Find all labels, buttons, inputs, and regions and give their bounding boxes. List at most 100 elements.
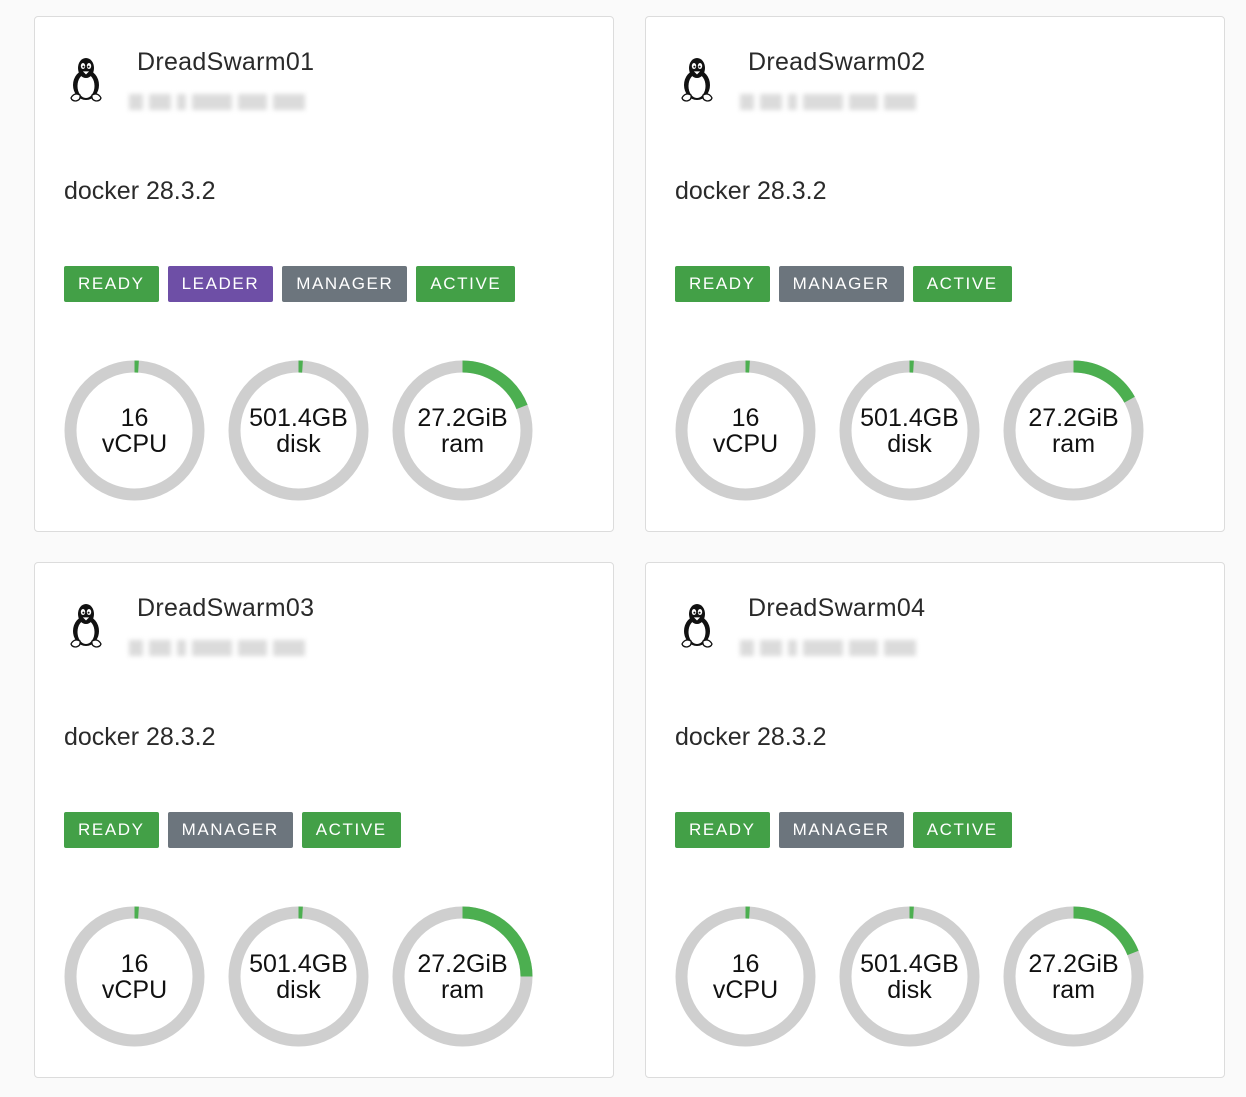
ram-gauge: 27.2GiB ram [390,358,535,503]
gauge-value: 501.4GB [249,403,348,432]
gauge-ring [228,906,369,1047]
gauge-unit: ram [1051,429,1096,458]
gauge-unit: ram [440,975,485,1004]
gauge-value: 27.2GiB [417,949,508,978]
status-badges: READY MANAGER ACTIVE [675,266,1012,302]
gauge-unit: ram [1051,975,1096,1004]
gauge-usage-arc [392,360,533,501]
gauge-value: 501.4GB [249,949,348,978]
node-hostname: DreadSwarm02 [748,48,926,76]
engine-version: docker 28.3.2 [64,177,216,205]
node-address-redacted [129,92,305,112]
gauge-value: 16 [731,403,760,432]
manager-badge: MANAGER [282,266,408,302]
resource-gauges: 16 vCPU 501.4GB disk 27.2GiB ram [673,358,1146,503]
gauge-label: 27.2GiB ram [1001,358,1146,503]
node-hostname: DreadSwarm01 [137,48,315,76]
manager-badge: MANAGER [778,266,904,302]
linux-tux-icon [681,604,713,648]
node-address-redacted [740,92,916,112]
gauge-label: 501.4GB disk [226,904,371,1049]
node-card-1[interactable]: DreadSwarm01 docker 28.3.2 READY LEADER MA… [34,16,614,532]
gauge-ring [675,360,816,501]
status-badges: READY MANAGER ACTIVE [675,812,1012,848]
vcpu-gauge: 16 vCPU [62,358,207,503]
ready-badge: READY [675,812,770,848]
node-grid: DreadSwarm01 docker 28.3.2 READY LEADER MA… [34,16,1226,1078]
ready-badge: READY [675,266,770,302]
resource-gauges: 16 vCPU 501.4GB disk 27.2GiB ram [673,904,1146,1049]
gauge-ring [64,906,205,1047]
disk-gauge: 501.4GB disk [837,358,982,503]
vcpu-gauge: 16 vCPU [673,904,818,1049]
disk-gauge: 501.4GB disk [226,358,371,503]
gauge-value: 16 [731,949,760,978]
vcpu-gauge: 16 vCPU [62,904,207,1049]
active-badge: ACTIVE [301,812,401,848]
node-card-2[interactable]: DreadSwarm02 docker 28.3.2 READY MANAGER A… [645,16,1225,532]
gauge-label: 501.4GB disk [837,904,982,1049]
gauge-unit: disk [276,975,321,1004]
ram-gauge: 27.2GiB ram [1001,358,1146,503]
active-badge: ACTIVE [416,266,516,302]
gauge-value: 501.4GB [860,949,959,978]
gauge-unit: disk [887,975,932,1004]
gauge-unit: vCPU [101,975,168,1004]
gauge-unit: vCPU [101,429,168,458]
gauge-label: 16 vCPU [673,358,818,503]
gauge-usage-arc [1003,360,1144,501]
gauge-ring [64,360,205,501]
gauge-unit: vCPU [712,429,779,458]
gauge-value: 16 [120,403,149,432]
gauge-usage-arc [228,906,369,1047]
gauge-value: 501.4GB [860,403,959,432]
disk-gauge: 501.4GB disk [226,904,371,1049]
manager-badge: MANAGER [167,812,293,848]
node-card-3[interactable]: DreadSwarm03 docker 28.3.2 READY MANAGER A… [34,562,614,1078]
gauge-label: 16 vCPU [62,904,207,1049]
gauge-label: 16 vCPU [673,904,818,1049]
gauge-ring [839,906,980,1047]
gauge-unit: ram [440,429,485,458]
gauge-label: 16 vCPU [62,358,207,503]
gauge-value: 27.2GiB [1028,949,1119,978]
engine-version: docker 28.3.2 [675,723,827,751]
node-hostname: DreadSwarm03 [137,594,315,622]
node-address-redacted [129,638,305,658]
gauge-label: 27.2GiB ram [390,904,535,1049]
gauge-value: 27.2GiB [417,403,508,432]
resource-gauges: 16 vCPU 501.4GB disk 27.2GiB ram [62,904,535,1049]
gauge-unit: disk [276,429,321,458]
active-badge: ACTIVE [912,266,1012,302]
gauge-ring [392,906,533,1047]
gauge-usage-arc [675,906,816,1047]
status-badges: READY LEADER MANAGER ACTIVE [64,266,516,302]
gauge-usage-arc [675,360,816,501]
manager-badge: MANAGER [778,812,904,848]
gauge-ring [392,360,533,501]
gauge-usage-arc [228,360,369,501]
linux-tux-icon [681,58,713,102]
gauge-unit: vCPU [712,975,779,1004]
status-badges: READY MANAGER ACTIVE [64,812,401,848]
gauge-label: 27.2GiB ram [1001,904,1146,1049]
engine-version: docker 28.3.2 [675,177,827,205]
gauge-ring [228,360,369,501]
ready-badge: READY [64,266,159,302]
disk-gauge: 501.4GB disk [837,904,982,1049]
vcpu-gauge: 16 vCPU [673,358,818,503]
resource-gauges: 16 vCPU 501.4GB disk 27.2GiB ram [62,358,535,503]
node-card-4[interactable]: DreadSwarm04 docker 28.3.2 READY MANAGER A… [645,562,1225,1078]
gauge-usage-arc [1003,906,1144,1047]
gauge-unit: disk [887,429,932,458]
active-badge: ACTIVE [912,812,1012,848]
linux-tux-icon [70,604,102,648]
node-hostname: DreadSwarm04 [748,594,926,622]
gauge-usage-arc [64,360,205,501]
engine-version: docker 28.3.2 [64,723,216,751]
gauge-value: 16 [120,949,149,978]
gauge-label: 501.4GB disk [837,358,982,503]
ram-gauge: 27.2GiB ram [1001,904,1146,1049]
gauge-usage-arc [392,906,533,1047]
gauge-ring [839,360,980,501]
